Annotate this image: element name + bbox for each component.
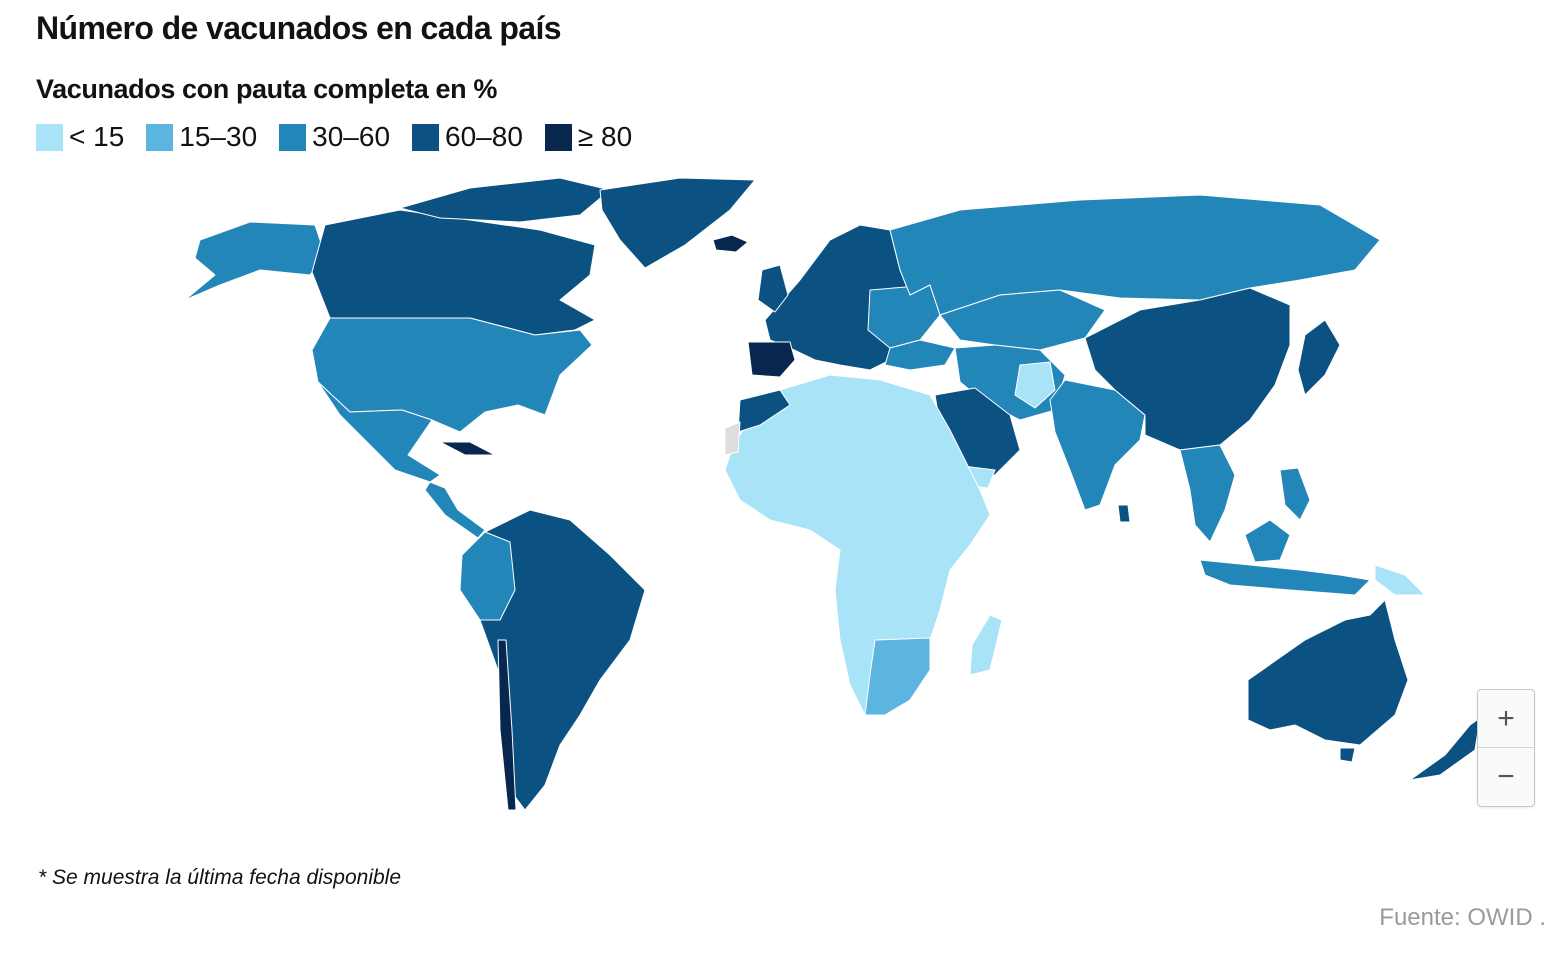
region-australia[interactable] <box>1247 599 1409 746</box>
region-iceland[interactable] <box>712 234 749 253</box>
region-new-zealand[interactable] <box>1409 717 1481 781</box>
world-map[interactable] <box>140 170 1550 830</box>
legend-swatch <box>279 123 307 151</box>
region-indonesia[interactable] <box>1199 559 1371 596</box>
region-alaska[interactable] <box>184 221 326 301</box>
region-philippines[interactable] <box>1279 467 1311 521</box>
region-sri-lanka[interactable] <box>1117 504 1131 523</box>
region-chile[interactable] <box>497 639 517 811</box>
legend-item-gte80: ≥ 80 <box>544 121 633 153</box>
region-greenland[interactable] <box>599 177 756 269</box>
region-russia[interactable] <box>889 194 1381 316</box>
region-eastern-europe[interactable] <box>867 284 941 349</box>
legend-label: < 15 <box>69 121 125 152</box>
region-japan[interactable] <box>1297 319 1341 396</box>
legend-item-30-60: 30–60 <box>279 121 390 153</box>
legend-swatch <box>412 123 440 151</box>
region-png[interactable] <box>1374 564 1426 596</box>
legend-swatch <box>146 123 174 151</box>
region-tasmania[interactable] <box>1339 747 1356 763</box>
zoom-control: + − <box>1477 689 1535 807</box>
region-borneo[interactable] <box>1244 519 1291 563</box>
zoom-in-button[interactable]: + <box>1478 690 1534 748</box>
region-andean[interactable] <box>459 531 516 621</box>
region-canada[interactable] <box>311 209 596 336</box>
zoom-out-button[interactable]: − <box>1497 759 1515 793</box>
world-map-svg[interactable] <box>140 170 1550 830</box>
region-cuba[interactable] <box>439 441 496 456</box>
legend: < 15 15–30 30–60 60–80 ≥ 80 <box>36 120 632 154</box>
region-turkey[interactable] <box>884 339 956 371</box>
region-china[interactable] <box>1084 287 1291 451</box>
legend-label: 60–80 <box>445 121 523 152</box>
legend-swatch <box>36 123 63 151</box>
region-western-sahara[interactable] <box>724 421 741 456</box>
region-central-america[interactable] <box>424 481 486 539</box>
region-arctic-islands[interactable] <box>399 177 611 223</box>
region-southeast-asia[interactable] <box>1179 444 1236 543</box>
source-note: Fuente: OWID . <box>1379 904 1546 931</box>
region-spain[interactable] <box>747 341 796 378</box>
region-mexico[interactable] <box>317 381 441 483</box>
legend-title: Vacunados con pauta completa en % <box>36 74 497 104</box>
legend-item-15-30: 15–30 <box>146 121 257 153</box>
region-uk[interactable] <box>757 264 789 313</box>
region-southern-africa[interactable] <box>864 637 931 716</box>
legend-label: 15–30 <box>179 121 258 152</box>
legend-item-60-80: 60–80 <box>412 121 523 153</box>
legend-item-lt15: < 15 <box>36 121 124 153</box>
legend-label: ≥ 80 <box>577 121 633 152</box>
footnote: * Se muestra la última fecha disponible <box>38 866 402 889</box>
region-afghanistan[interactable] <box>1014 361 1056 409</box>
region-madagascar[interactable] <box>969 614 1003 676</box>
legend-label: 30–60 <box>312 121 391 152</box>
legend-swatch <box>544 123 572 151</box>
chart-title: Número de vacunados en cada país <box>36 10 562 46</box>
